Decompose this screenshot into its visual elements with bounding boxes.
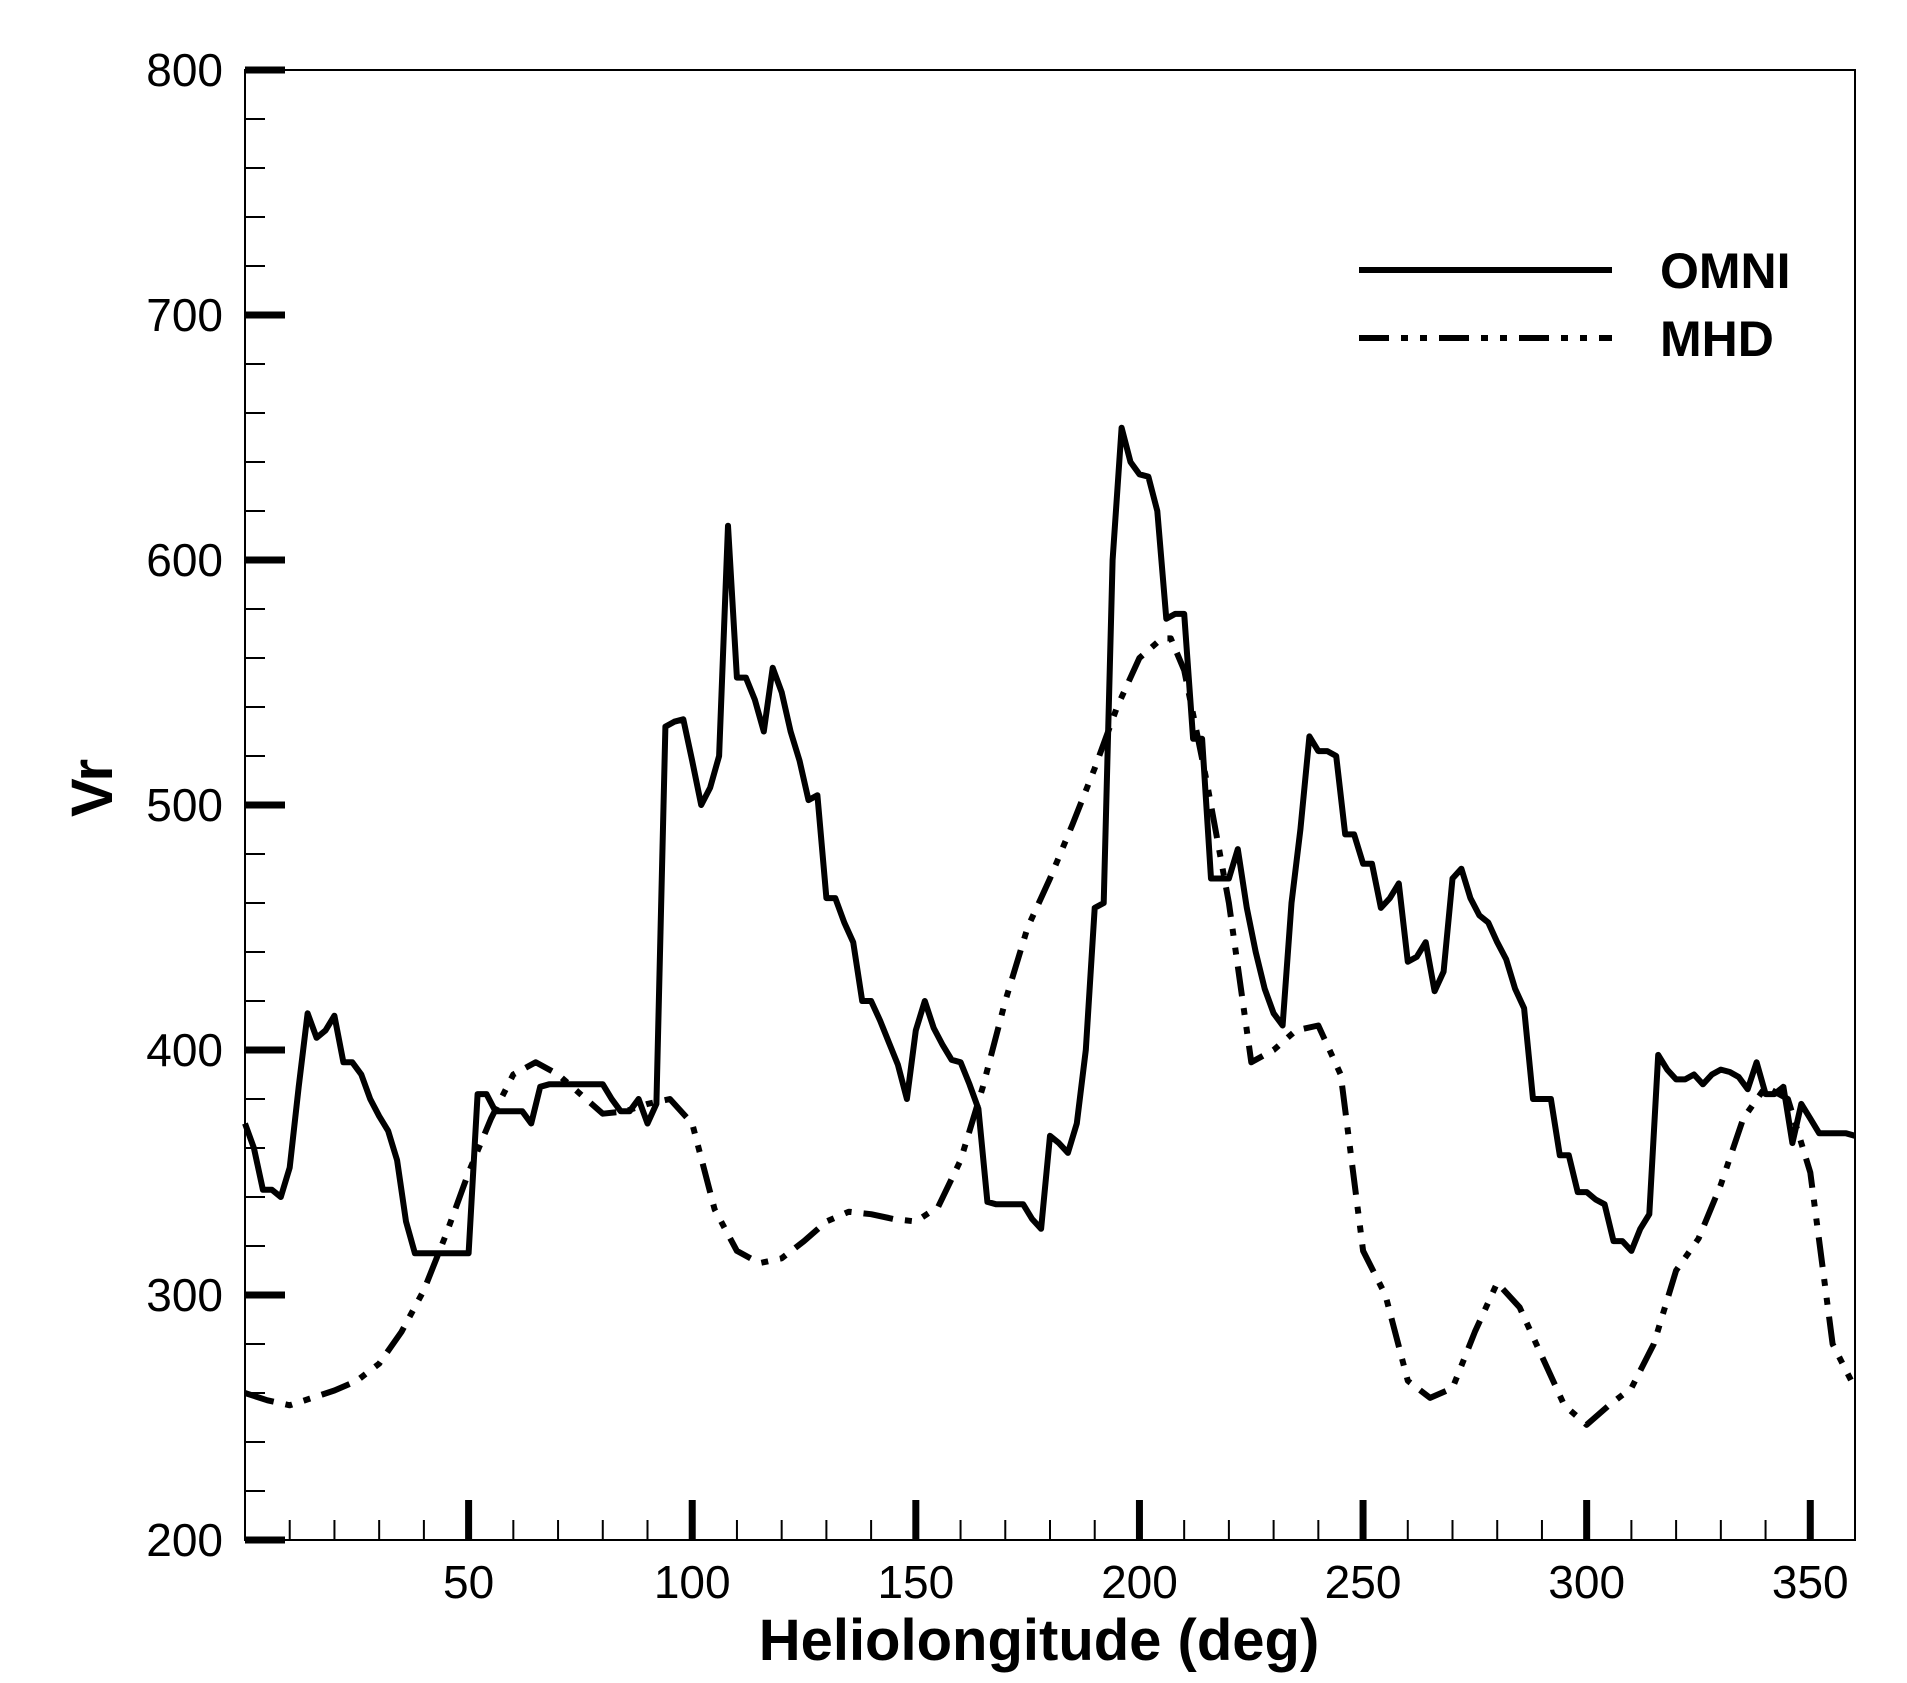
axis-tick-labels: 50 100 150 200 250 300 350 200 300 400 500 600 700 80…: [146, 44, 1848, 1608]
y-axis-title: Vr: [60, 759, 125, 817]
x-axis-title: Heliolongitude (deg): [759, 1608, 1320, 1673]
legend-label-omni: OMNI: [1660, 243, 1791, 299]
y-tick-label: 600: [146, 534, 223, 586]
data-series: [242, 424, 1858, 1428]
y-tick-label: 200: [146, 1514, 223, 1566]
legend-label-mhd: MHD: [1660, 311, 1774, 367]
y-tick-label: 800: [146, 44, 223, 96]
x-tick-label: 100: [654, 1556, 731, 1608]
x-tick-label: 200: [1101, 1556, 1178, 1608]
series-line-omni: [242, 424, 1856, 1257]
x-tick-label: 300: [1548, 1556, 1625, 1608]
y-tick-label: 400: [146, 1024, 223, 1076]
x-tick-label: 250: [1325, 1556, 1402, 1608]
x-tick-label: 150: [877, 1556, 954, 1608]
plot-frame: [244, 69, 1856, 1541]
x-tick-label: 350: [1772, 1556, 1849, 1608]
y-tick-label: 500: [146, 779, 223, 831]
axis-ticks: [245, 66, 1814, 1544]
y-tick-label: 700: [146, 289, 223, 341]
y-tick-label: 300: [146, 1269, 223, 1321]
x-tick-label: 50: [443, 1556, 494, 1608]
legend: OMNI MHD: [1359, 243, 1791, 367]
